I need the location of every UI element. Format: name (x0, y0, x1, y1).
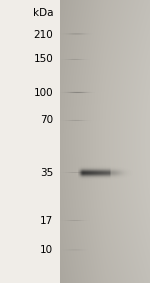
Text: 35: 35 (40, 168, 53, 178)
Text: kDa: kDa (33, 8, 53, 18)
Text: 210: 210 (33, 30, 53, 40)
Text: 150: 150 (33, 54, 53, 65)
Text: 100: 100 (34, 88, 53, 98)
Text: 70: 70 (40, 115, 53, 125)
Bar (0, 0, 60, 283)
Text: 17: 17 (40, 216, 53, 226)
Text: 10: 10 (40, 245, 53, 255)
